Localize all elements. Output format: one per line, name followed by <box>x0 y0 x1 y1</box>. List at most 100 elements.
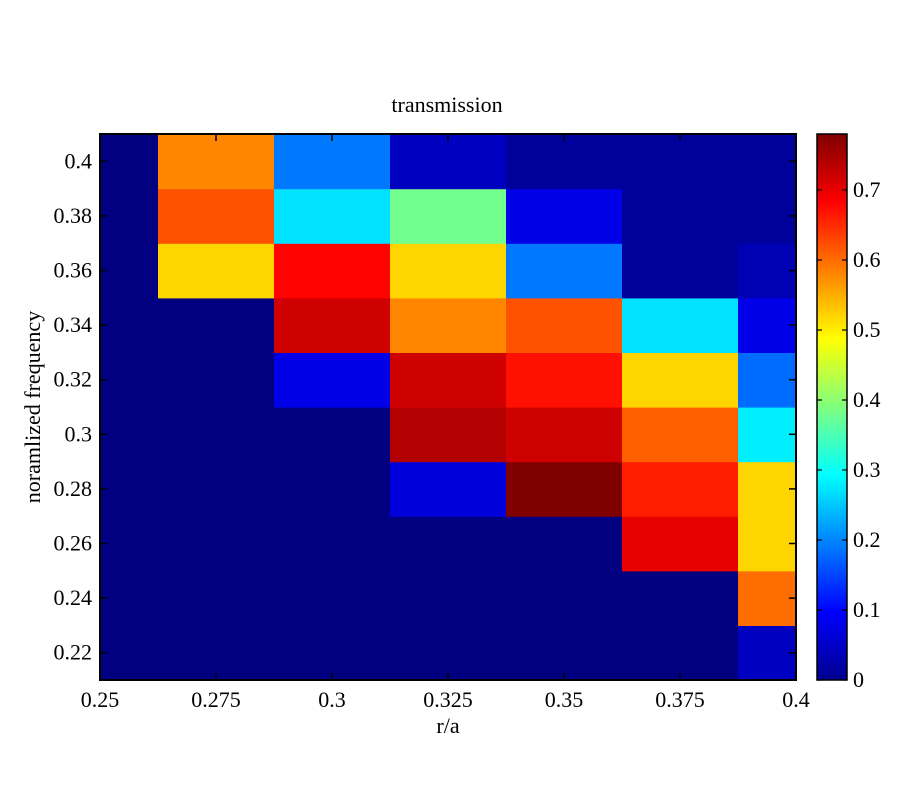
heatmap-cell <box>506 570 623 626</box>
heatmap-cell <box>506 297 623 353</box>
heatmap-cell <box>506 188 623 244</box>
heatmap-cell <box>100 297 159 353</box>
heatmap-cell <box>390 297 507 353</box>
heatmap-cell <box>390 352 507 408</box>
x-tick-label: 0.275 <box>191 687 241 712</box>
heatmap-cell <box>100 352 159 408</box>
heatmap-cell <box>506 243 623 299</box>
y-axis-label: noramlized frequency <box>20 311 45 503</box>
y-tick-label: 0.34 <box>54 312 93 337</box>
heatmap-cell <box>158 407 275 463</box>
y-tick-label: 0.4 <box>65 148 93 173</box>
heatmap-cell <box>158 297 275 353</box>
heatmap-cell <box>738 188 797 244</box>
heatmap-cell <box>100 625 159 681</box>
heatmap-cells <box>100 134 797 681</box>
heatmap-cell <box>100 188 159 244</box>
heatmap-cell <box>622 134 739 190</box>
y-tick-label: 0.32 <box>54 367 93 392</box>
heatmap-cell <box>390 516 507 572</box>
heatmap-cell <box>158 243 275 299</box>
heatmap-cell <box>738 625 797 681</box>
heatmap-cell <box>158 570 275 626</box>
heatmap-cell <box>158 352 275 408</box>
heatmap-cell <box>738 407 797 463</box>
heatmap-cell <box>622 243 739 299</box>
y-tick-label: 0.26 <box>54 531 93 556</box>
x-tick-label: 0.4 <box>782 687 810 712</box>
x-axis-label: r/a <box>436 713 459 738</box>
y-axis-ticks: 0.22 0.24 0.26 0.28 0.3 0.32 0.34 0.36 0.38 0.4 <box>54 148 796 665</box>
heatmap-cell <box>738 461 797 517</box>
heatmap-cell <box>158 516 275 572</box>
x-tick-label: 0.3 <box>318 687 346 712</box>
heatmap-cell <box>390 570 507 626</box>
heatmap-cell <box>390 407 507 463</box>
heatmap-cell <box>506 461 623 517</box>
heatmap-cell <box>506 407 623 463</box>
heatmap-cell <box>158 134 275 190</box>
y-tick-label: 0.22 <box>54 640 93 665</box>
heatmap-cell <box>274 297 391 353</box>
colorbar-tick-label: 0.2 <box>853 527 881 552</box>
heatmap-cell <box>390 243 507 299</box>
x-tick-label: 0.375 <box>655 687 705 712</box>
heatmap-cell <box>738 352 797 408</box>
colorbar <box>816 133 848 681</box>
heatmap-cell <box>506 516 623 572</box>
heatmap-cell <box>100 570 159 626</box>
colorbar-tick-label: 0.3 <box>853 457 881 482</box>
heatmap-cell <box>622 461 739 517</box>
heatmap-cell <box>274 188 391 244</box>
colorbar-tick-label: 0.7 <box>853 177 881 202</box>
x-tick-label: 0.35 <box>545 687 584 712</box>
x-axis-ticks: 0.25 0.275 0.3 0.325 0.35 0.375 0.4 <box>81 134 810 712</box>
heatmap-cell <box>738 516 797 572</box>
y-tick-label: 0.36 <box>54 258 93 283</box>
heatmap-cell <box>390 625 507 681</box>
heatmap-cell <box>100 516 159 572</box>
x-tick-label: 0.25 <box>81 687 120 712</box>
y-tick-label: 0.3 <box>65 421 93 446</box>
heatmap-cell <box>622 570 739 626</box>
heatmap-cell <box>100 461 159 517</box>
chart-title: transmission <box>391 92 502 117</box>
y-tick-label: 0.28 <box>54 476 93 501</box>
x-tick-label: 0.325 <box>423 687 473 712</box>
colorbar-tick-label: 0.5 <box>853 317 881 342</box>
heatmap-cell <box>100 243 159 299</box>
heatmap-cell <box>274 461 391 517</box>
heatmap-cell <box>390 134 507 190</box>
heatmap-cell <box>390 188 507 244</box>
heatmap-cell <box>158 461 275 517</box>
colorbar-tick-label: 0.1 <box>853 597 881 622</box>
colorbar-tick-label: 0.4 <box>853 387 881 412</box>
heatmap-cell <box>622 516 739 572</box>
heatmap-cell <box>274 352 391 408</box>
heatmap-cell <box>274 407 391 463</box>
heatmap-cell <box>622 297 739 353</box>
heatmap-cell <box>738 570 797 626</box>
heatmap-cell <box>738 297 797 353</box>
colorbar-ticks: 0 0.1 0.2 0.3 0.4 0.5 0.6 0.7 <box>817 177 881 692</box>
heatmap-cell <box>622 625 739 681</box>
heatmap-cell <box>390 461 507 517</box>
y-tick-label: 0.24 <box>54 585 93 610</box>
heatmap-cell <box>622 352 739 408</box>
heatmap-cell <box>506 625 623 681</box>
heatmap-cell <box>506 134 623 190</box>
y-tick-label: 0.38 <box>54 203 93 228</box>
heatmap-cell <box>274 625 391 681</box>
heatmap-cell <box>622 407 739 463</box>
heatmap-cell <box>158 188 275 244</box>
heatmap-cell <box>100 134 159 190</box>
colorbar-tick-label: 0.6 <box>853 247 881 272</box>
heatmap-cell <box>274 243 391 299</box>
heatmap-cell <box>158 625 275 681</box>
heatmap-cell <box>274 516 391 572</box>
heatmap-cell <box>274 134 391 190</box>
heatmap-cell <box>738 134 797 190</box>
heatmap-cell <box>738 243 797 299</box>
colorbar-tick-label: 0 <box>853 667 864 692</box>
